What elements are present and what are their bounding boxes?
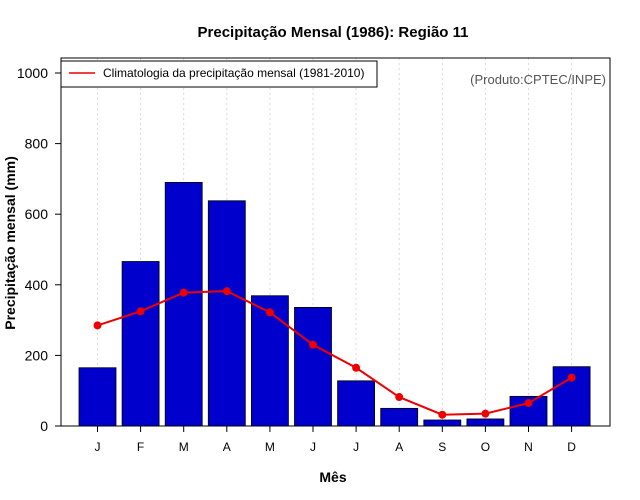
y-tick-label: 1000 — [17, 65, 48, 81]
legend-box — [60, 60, 378, 88]
bar-2 — [121, 261, 160, 427]
x-tick-label: A — [395, 440, 403, 454]
climatology-point-2 — [136, 307, 145, 316]
x-tick-label: J — [95, 440, 101, 454]
bar-7 — [337, 380, 376, 427]
x-tick-label: J — [353, 440, 359, 454]
climatology-point-11 — [524, 399, 533, 408]
bar-9 — [423, 419, 462, 427]
y-tick-label: 800 — [25, 136, 49, 152]
y-tick-label: 600 — [25, 206, 49, 222]
legend: Climatologia da precipitação mensal (198… — [60, 60, 378, 88]
bar-1 — [78, 367, 117, 427]
bar-4 — [207, 200, 246, 427]
chart-title: Precipitação Mensal (1986): Região 11 — [198, 24, 469, 41]
bar-8 — [380, 407, 419, 427]
x-tick-label: J — [310, 440, 316, 454]
climatology-point-1 — [93, 321, 102, 330]
bar-series — [78, 182, 591, 427]
y-axis: 0 200 400 600 800 1000 — [17, 65, 61, 434]
x-tick-label: D — [567, 440, 576, 454]
y-tick-label: 400 — [25, 277, 49, 293]
bar-6 — [294, 306, 332, 427]
credit-annotation: (Produto:CPTEC/INPE) — [470, 72, 606, 87]
x-tick-label: S — [438, 440, 446, 454]
climatology-point-6 — [309, 340, 317, 349]
x-tick-label: M — [265, 440, 275, 454]
x-tick-label: A — [223, 440, 231, 454]
bar-10 — [466, 418, 505, 427]
climatology-point-12 — [567, 373, 576, 382]
climatology-point-3 — [179, 288, 188, 297]
climatology-point-9 — [438, 410, 447, 419]
x-tick-label: N — [524, 440, 533, 454]
x-tick-label: M — [179, 440, 189, 454]
x-tick-label: F — [137, 440, 144, 454]
climatology-point-10 — [481, 409, 490, 418]
climatology-point-5 — [265, 308, 274, 317]
y-axis-label: Precipitação mensal (mm) — [2, 156, 18, 330]
bar-5 — [250, 295, 289, 427]
y-tick-label: 0 — [40, 418, 48, 434]
legend-label: Climatologia da precipitação mensal (198… — [103, 66, 364, 80]
climatology-point-4 — [222, 287, 231, 296]
bar-3 — [164, 182, 203, 427]
climatology-point-8 — [395, 393, 404, 402]
x-axis-label: Mês — [319, 469, 346, 485]
x-tick-label: O — [481, 440, 490, 454]
y-tick-label: 200 — [25, 347, 49, 363]
climatology-line — [97, 290, 573, 416]
plot-frame — [60, 57, 611, 427]
climatology-series — [93, 287, 576, 419]
climatology-point-7 — [352, 363, 361, 372]
